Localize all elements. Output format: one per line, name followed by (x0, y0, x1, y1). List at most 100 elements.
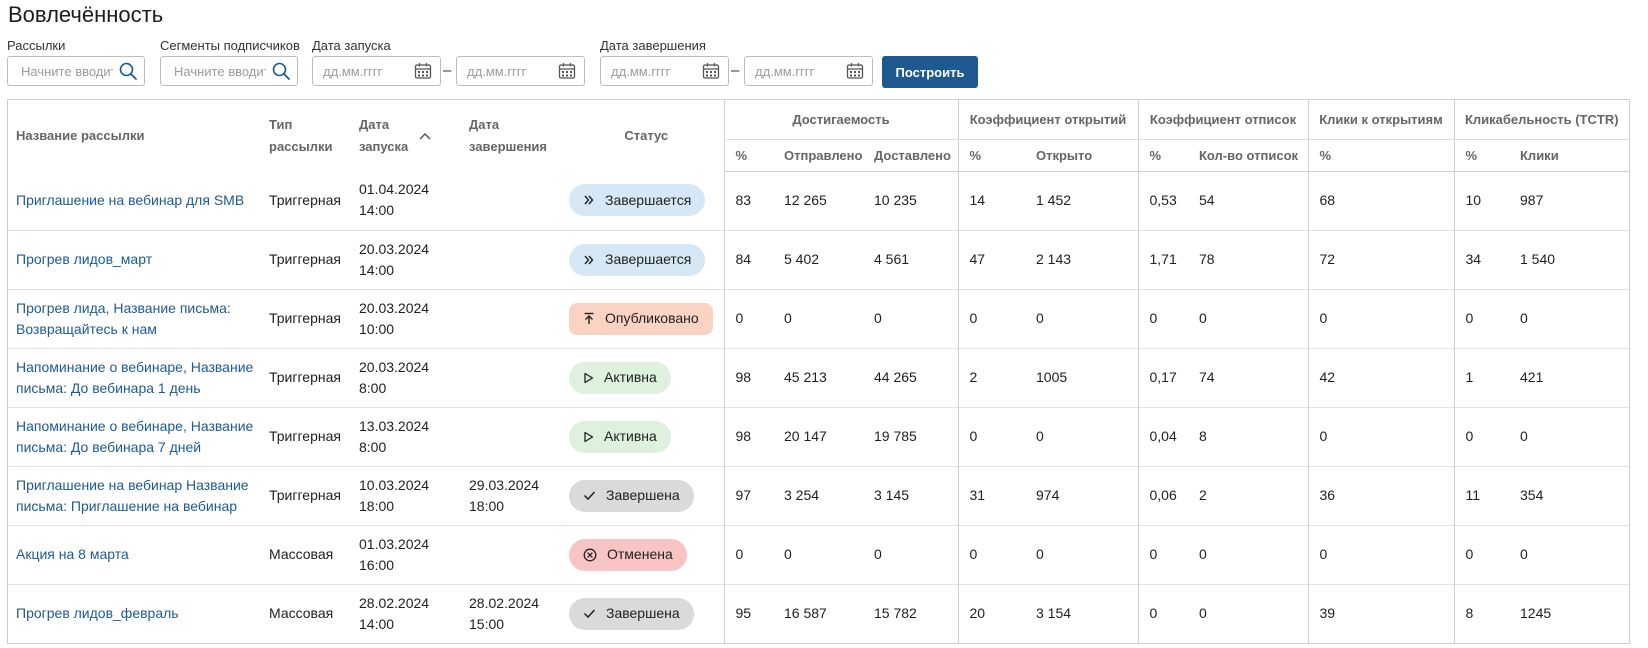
search-icon[interactable] (118, 61, 138, 81)
clicks-cell: 0 (1512, 288, 1630, 348)
table-row[interactable]: Прогрев лида, Название письма: Возвращайт… (8, 288, 1630, 348)
mailing-name-link[interactable]: Напоминание о вебинаре, Название письма: … (8, 347, 261, 407)
clicks-cell: 354 (1512, 465, 1630, 525)
unsub-count-cell: 0 (1189, 583, 1308, 643)
column-header-sent[interactable]: Отправлено (776, 139, 866, 172)
reach-pct-cell: 0 (723, 524, 776, 584)
calendar-icon[interactable] (413, 61, 433, 81)
end-date-from-input[interactable]: дд.мм.гггг (600, 56, 729, 86)
unsub-count-cell: 74 (1189, 347, 1308, 407)
tctr-pct-cell: 34 (1453, 229, 1512, 289)
mailings-search-input[interactable]: Начните вводить (7, 56, 145, 86)
delivered-cell: 4 561 (866, 229, 958, 289)
end-date-to-input[interactable]: дд.мм.гггг (744, 56, 873, 86)
column-header-open-pct[interactable]: % (957, 139, 1016, 172)
group-header-open-rate: Коэффициент открытий (957, 100, 1138, 140)
reach-pct-cell: 84 (723, 229, 776, 289)
start-date-range-separator: – (443, 62, 452, 79)
column-header-reach-pct[interactable]: % (723, 139, 776, 172)
table-row[interactable]: Напоминание о вебинаре, Название письма: … (8, 347, 1630, 407)
start-date-to-input[interactable]: дд.мм.гггг (456, 56, 585, 86)
mailing-name-link[interactable]: Приглашение на вебинар для SMB (16, 191, 245, 208)
clicks-cell: 0 (1512, 406, 1630, 466)
column-header-clicks[interactable]: Клики (1512, 139, 1630, 172)
double-chevron-right-icon (583, 254, 600, 266)
group-header-clicks-to-opens: Клики к открытиям (1307, 100, 1454, 140)
end-date-cell (461, 171, 569, 230)
play-icon (583, 431, 599, 443)
calendar-icon[interactable] (845, 61, 865, 81)
build-report-button[interactable]: Построить (882, 56, 978, 88)
unsub-count-cell: 8 (1189, 406, 1308, 466)
segments-search-input[interactable]: Начните вводить (160, 56, 298, 86)
column-header-unsub-pct[interactable]: % (1137, 139, 1189, 172)
table-row[interactable]: Напоминание о вебинаре, Название письма: … (8, 406, 1630, 466)
column-header-unsub-count[interactable]: Кол-во отписок (1189, 139, 1308, 172)
delivered-cell: 3 145 (866, 465, 958, 525)
cto-pct-cell: 68 (1307, 171, 1454, 230)
unsub-count-cell: 0 (1189, 288, 1308, 348)
open-pct-cell: 31 (957, 465, 1016, 525)
column-header-type[interactable]: Тип рассылки (269, 116, 333, 154)
mailing-name-link[interactable]: Прогрев лида, Название письма: Возвращайт… (8, 288, 261, 348)
calendar-icon[interactable] (701, 61, 721, 81)
column-header-delivered[interactable]: Доставлено (866, 139, 958, 172)
mailing-name-link[interactable]: Акция на 8 марта (8, 524, 261, 584)
end-date-range-separator: – (731, 62, 740, 79)
double-chevron-right-icon (583, 194, 600, 206)
table-row[interactable]: Приглашение на вебинар для SMB Триггерна… (8, 171, 1629, 230)
mailing-name-link[interactable]: Прогрев лидов_март (8, 229, 261, 289)
column-header-name[interactable]: Название рассылки (16, 128, 145, 143)
sort-ascending-chevron-up-icon[interactable] (418, 131, 432, 141)
mailing-type: Массовая (261, 524, 351, 584)
end-date-cell (461, 229, 569, 289)
search-icon[interactable] (271, 61, 291, 81)
unsub-pct-cell: 0,53 (1137, 171, 1189, 230)
opened-cell: 0 (1016, 524, 1138, 584)
group-header-reach: Достигаемость (723, 100, 958, 140)
column-header-start-date[interactable]: Дата запуска (351, 100, 461, 171)
status-cell: Отменена (569, 524, 724, 584)
delivered-cell: 0 (866, 288, 958, 348)
end-date-cell (461, 347, 569, 407)
mailings-filter-label: Рассылки (7, 38, 66, 53)
end-date-to-placeholder: дд.мм.гггг (755, 64, 815, 79)
calendar-icon[interactable] (557, 61, 577, 81)
cto-pct-cell: 72 (1307, 229, 1454, 289)
sent-cell: 0 (776, 524, 866, 584)
column-header-tctr-pct[interactable]: % (1453, 139, 1512, 172)
cto-pct-cell: 0 (1307, 406, 1454, 466)
reach-pct-cell: 98 (723, 347, 776, 407)
group-header-tctr: Кликабельность (TCTR) (1453, 100, 1630, 140)
reach-pct-cell: 98 (723, 406, 776, 466)
column-header-cto-pct[interactable]: % (1307, 139, 1454, 172)
filter-bar: Рассылки Начните вводить Сегменты подпис… (0, 36, 1648, 92)
status-cell: Завершается (569, 171, 724, 230)
check-icon (583, 490, 601, 501)
check-icon (583, 608, 601, 619)
start-date-from-input[interactable]: дд.мм.гггг (312, 56, 441, 86)
open-pct-cell: 20 (957, 583, 1016, 643)
table-row[interactable]: Прогрев лидов_февраль Массовая 28.02.202… (8, 583, 1630, 643)
table-row[interactable]: Прогрев лидов_март Триггерная 20.03.2024… (8, 229, 1630, 289)
end-date-filter-label: Дата завершения (600, 38, 706, 53)
engagement-table-container: Название рассылки Тип рассылки Дата запуск… (7, 99, 1630, 644)
mailing-type: Триггерная (261, 465, 351, 525)
cto-pct-cell: 0 (1307, 288, 1454, 348)
table-row[interactable]: Приглашение на вебинар Название письма: П… (8, 465, 1630, 525)
sent-cell: 45 213 (776, 347, 866, 407)
column-header-end-date[interactable]: Дата завершения (469, 116, 548, 154)
end-date-cell: 28.02.2024 15:00 (461, 583, 569, 643)
column-header-opened[interactable]: Открыто (1016, 139, 1138, 172)
status-badge: Завершена (569, 597, 694, 630)
mailing-name-link[interactable]: Приглашение на вебинар Название письма: П… (8, 465, 261, 525)
engagement-table: Название рассылки Тип рассылки Дата запуск… (8, 100, 1630, 643)
mailing-name-link[interactable]: Напоминание о вебинаре, Название письма: … (8, 406, 261, 466)
tctr-pct-cell: 1 (1453, 347, 1512, 407)
opened-cell: 974 (1016, 465, 1138, 525)
start-date-from-placeholder: дд.мм.гггг (323, 64, 383, 79)
table-row[interactable]: Акция на 8 марта Массовая 01.03.2024 16:0… (8, 524, 1630, 584)
column-header-status[interactable]: Статус (624, 128, 669, 143)
mailing-name-link[interactable]: Прогрев лидов_февраль (8, 583, 261, 643)
status-badge: Отменена (569, 538, 687, 571)
